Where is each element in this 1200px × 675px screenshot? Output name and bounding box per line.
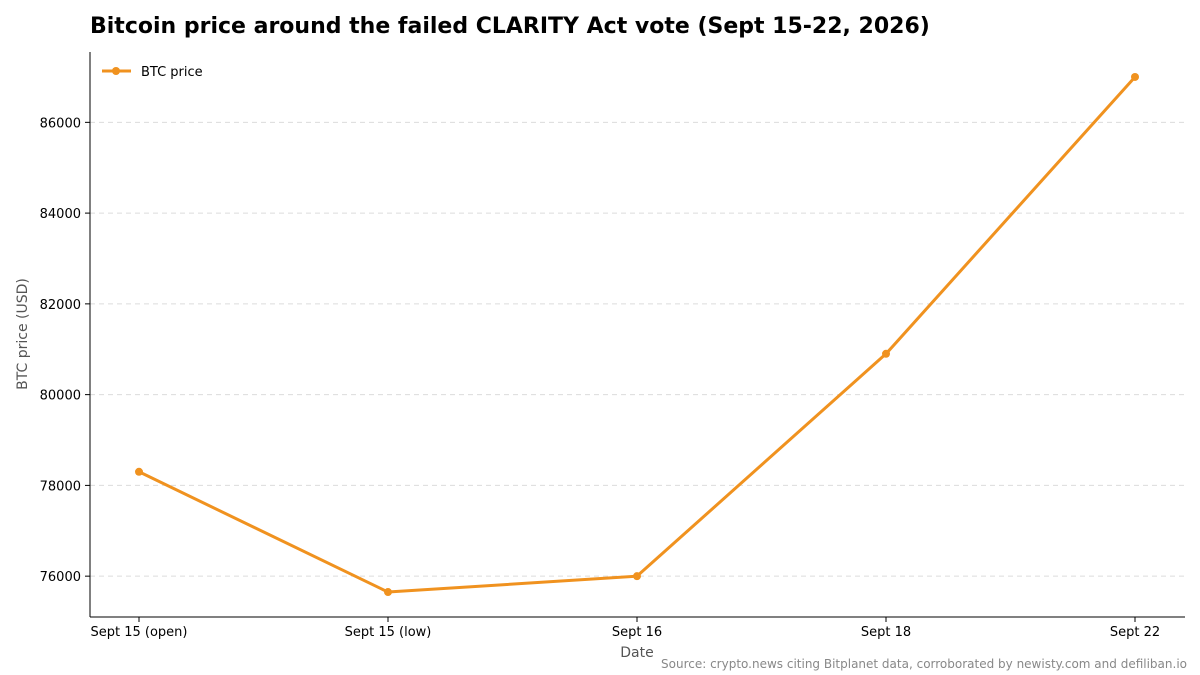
y-axis: 76000 78000 80000 82000 84000 86000 bbox=[40, 116, 90, 585]
data-point bbox=[384, 588, 392, 597]
x-tick-label: Sept 22 bbox=[1110, 625, 1160, 640]
source-note: Source: crypto.news citing Bitplanet dat… bbox=[661, 657, 1187, 671]
legend: BTC price bbox=[102, 65, 203, 80]
y-tick-label: 76000 bbox=[40, 570, 81, 585]
data-point bbox=[1131, 72, 1139, 81]
y-tick-label: 78000 bbox=[40, 479, 81, 494]
legend-label: BTC price bbox=[141, 65, 203, 80]
data-point bbox=[882, 349, 890, 358]
x-axis: Sept 15 (open) Sept 15 (low) Sept 16 Sept 1… bbox=[91, 617, 1160, 640]
x-axis-label: Date bbox=[620, 645, 653, 661]
legend-marker-swatch bbox=[112, 67, 120, 75]
series-line-btc-price bbox=[138, 75, 1137, 594]
data-point bbox=[135, 467, 143, 476]
x-tick-label: Sept 15 (low) bbox=[345, 625, 432, 640]
y-tick-label: 80000 bbox=[40, 389, 81, 404]
x-tick-label: Sept 16 bbox=[612, 625, 662, 640]
series-layer bbox=[135, 72, 1139, 597]
chart-title: Bitcoin price around the failed CLARITY … bbox=[90, 14, 930, 39]
y-tick-label: 86000 bbox=[40, 116, 81, 131]
x-tick-label: Sept 15 (open) bbox=[91, 625, 188, 640]
y-axis-label: BTC price (USD) bbox=[15, 278, 31, 390]
data-point bbox=[633, 572, 641, 581]
grid-lines bbox=[90, 121, 1185, 577]
y-tick-label: 82000 bbox=[40, 298, 81, 313]
x-tick-label: Sept 18 bbox=[861, 625, 911, 640]
y-tick-label: 84000 bbox=[40, 207, 81, 222]
